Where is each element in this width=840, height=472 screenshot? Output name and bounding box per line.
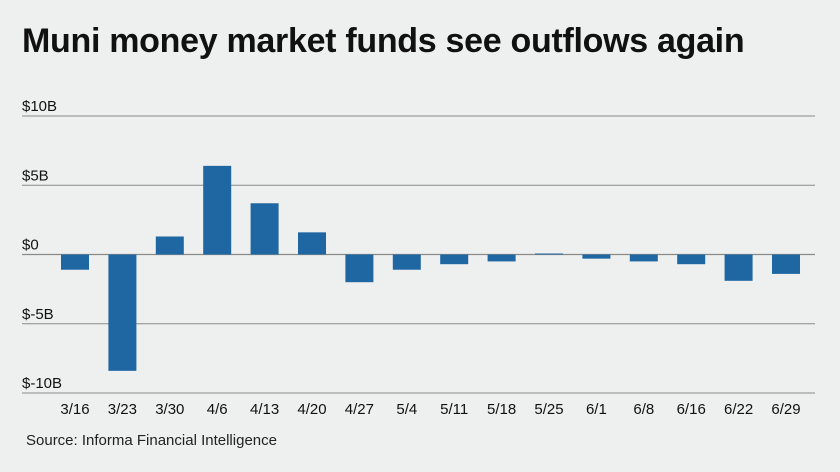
x-tick-label: 5/11 (440, 401, 468, 418)
x-tick-label: 4/13 (250, 401, 279, 418)
y-tick-label: $10B (22, 98, 57, 115)
bar-5-25 (535, 253, 563, 255)
x-tick-label: 4/27 (345, 401, 374, 418)
bar-5-11 (440, 254, 469, 265)
bar-3-30 (155, 236, 184, 255)
x-tick-label: 5/18 (487, 401, 516, 418)
x-tick-label: 3/23 (108, 401, 137, 418)
bars (61, 165, 800, 371)
bar-6-8 (629, 254, 658, 262)
bar-6-1 (582, 254, 611, 259)
source-note: Source: Informa Financial Intelligence (26, 432, 277, 449)
bar-5-4 (392, 254, 421, 270)
bar-6-16 (677, 254, 706, 265)
x-axis-labels: 3/16 3/23 3/30 4/6 4/13 4/20 4/27 5/4 5/11 5/18 5/… (60, 401, 800, 418)
bar-4-13 (250, 203, 279, 255)
x-tick-label: 5/25 (534, 401, 563, 418)
y-tick-label: $-10B (22, 375, 62, 392)
bar-3-16 (61, 254, 89, 270)
x-tick-label: 6/16 (677, 401, 706, 418)
y-tick-label: $5B (22, 167, 49, 184)
x-tick-label: 6/29 (771, 401, 800, 418)
x-tick-label: 6/8 (633, 401, 654, 418)
x-tick-label: 3/16 (60, 401, 89, 418)
bar-5-18 (487, 254, 516, 262)
x-tick-label: 6/1 (586, 401, 607, 418)
x-tick-label: 5/4 (396, 401, 417, 418)
bar-6-22 (724, 254, 753, 281)
x-tick-label: 6/22 (724, 401, 753, 418)
y-tick-label: $-5B (22, 306, 54, 323)
x-tick-label: 4/6 (207, 401, 228, 418)
bar-4-20 (298, 232, 326, 255)
y-axis-labels: $10B $5B $0 $-5B $-10B (22, 98, 62, 392)
x-tick-label: 3/30 (155, 401, 184, 418)
y-tick-label: $0 (22, 237, 39, 254)
bar-3-23 (108, 254, 137, 371)
chart-title: Muni money market funds see outflows aga… (22, 22, 745, 60)
x-tick-label: 4/20 (297, 401, 326, 418)
bar-6-29 (772, 254, 800, 274)
bar-4-6 (203, 165, 232, 255)
bar-4-27 (345, 254, 374, 283)
